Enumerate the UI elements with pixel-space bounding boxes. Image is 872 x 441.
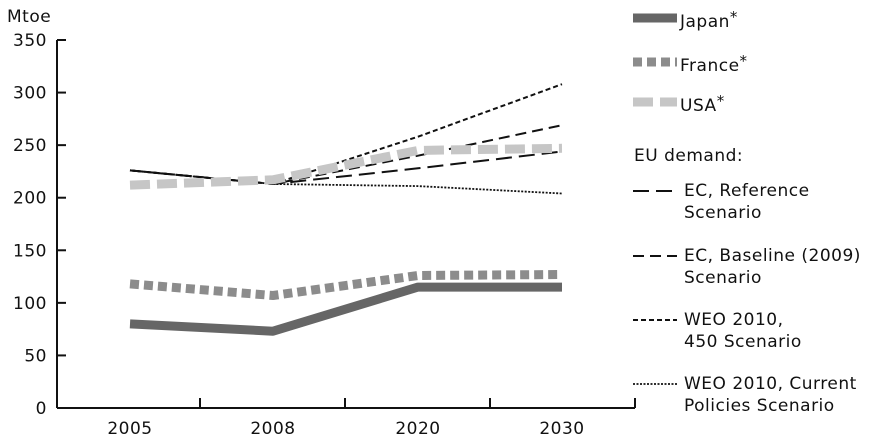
series-line-japan bbox=[129, 282, 562, 336]
y-tick-label: 300 bbox=[13, 84, 47, 104]
y-tick-label: 350 bbox=[13, 31, 47, 51]
legend-label-line2: Policies Scenario bbox=[684, 396, 835, 416]
legend-swatch bbox=[633, 97, 677, 107]
y-tick-label: 200 bbox=[13, 189, 47, 209]
legend-swatch bbox=[633, 190, 677, 192]
legend-label: EC, Reference bbox=[684, 181, 810, 201]
legend-swatch bbox=[633, 319, 677, 321]
y-axis-label: Mtoe bbox=[7, 7, 51, 27]
series-line-usa bbox=[129, 143, 563, 190]
legend-label: EC, Baseline (2009) bbox=[684, 246, 861, 266]
y-tick-label: 0 bbox=[36, 399, 47, 419]
legend-label-asterisk: * bbox=[716, 92, 725, 110]
legend-swatch bbox=[633, 13, 677, 23]
axes: 0 50 100 150 200 250 300 350 2005 2008 2020 2030 Mto… bbox=[7, 7, 636, 439]
chart: 0 50 100 150 200 250 300 350 2005 2008 2020 2030 Mto… bbox=[7, 7, 636, 439]
legend-label-name: France bbox=[680, 56, 740, 76]
legend-label-name: USA bbox=[680, 96, 717, 116]
y-tick-label: 100 bbox=[13, 294, 47, 314]
legend-label: USA* bbox=[680, 90, 725, 117]
legend-label: France* bbox=[680, 50, 748, 77]
legend-label-asterisk: * bbox=[739, 52, 748, 70]
x-tick-label: 2008 bbox=[250, 419, 295, 439]
legend-label-line2: Scenario bbox=[684, 203, 762, 223]
series-line-weo-2010 bbox=[129, 83, 563, 185]
legend-swatch bbox=[633, 255, 677, 257]
x-tick-label: 2020 bbox=[395, 419, 440, 439]
legend-swatch bbox=[633, 57, 677, 67]
legend-label-asterisk: * bbox=[729, 8, 738, 26]
legend-label-line2: Scenario bbox=[684, 268, 762, 288]
legend-label-name: Japan bbox=[680, 12, 730, 32]
y-tick-label: 150 bbox=[13, 241, 47, 261]
series-layer bbox=[129, 83, 563, 336]
y-tick-label: 50 bbox=[24, 346, 47, 366]
legend-label-line2: 450 Scenario bbox=[684, 332, 802, 352]
legend-label: Japan* bbox=[680, 6, 738, 33]
x-tick-label: 2005 bbox=[107, 419, 152, 439]
legend-swatch bbox=[633, 383, 677, 385]
y-tick-label: 250 bbox=[13, 136, 47, 156]
legend-label: WEO 2010, Current bbox=[684, 374, 857, 394]
legend-label: WEO 2010, bbox=[684, 310, 784, 330]
x-tick-label: 2030 bbox=[539, 419, 584, 439]
legend: Japan* France* USA* EU demand: EC, Reference… bbox=[632, 0, 872, 441]
series-line-weo-2010-current bbox=[129, 169, 563, 195]
legend-group-heading: EU demand: bbox=[634, 146, 744, 166]
series-line-france bbox=[129, 270, 563, 300]
